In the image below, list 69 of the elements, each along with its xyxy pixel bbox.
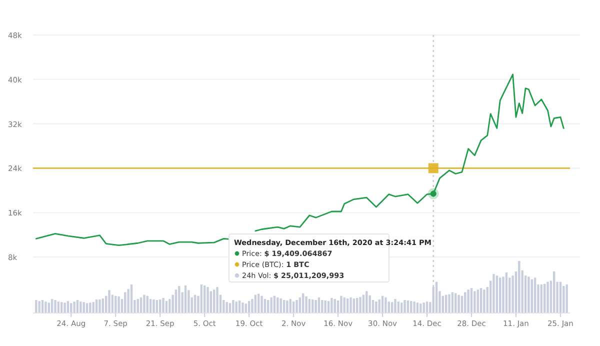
bar <box>321 300 324 313</box>
bar <box>108 290 110 313</box>
bar <box>566 284 568 313</box>
bar <box>366 291 368 313</box>
bar <box>483 290 486 313</box>
bar <box>451 292 454 313</box>
bar <box>210 291 212 313</box>
bar <box>242 302 244 313</box>
bar <box>518 261 520 313</box>
bar <box>502 276 504 313</box>
bar <box>422 302 425 313</box>
bar <box>340 296 342 313</box>
bar <box>260 296 263 313</box>
bar <box>35 300 38 313</box>
bar <box>492 274 495 313</box>
bar <box>302 293 304 313</box>
bar <box>413 302 416 313</box>
bar <box>98 299 101 313</box>
bar <box>394 298 396 313</box>
bar <box>512 276 514 313</box>
bar <box>530 279 533 313</box>
bar <box>505 272 508 313</box>
bar <box>270 297 272 313</box>
bar <box>232 300 234 313</box>
bar <box>280 298 282 313</box>
bar <box>296 300 298 313</box>
bar <box>420 304 422 313</box>
bar <box>464 292 466 313</box>
bar <box>378 299 380 313</box>
bar <box>368 295 371 313</box>
bar <box>314 300 317 313</box>
bar <box>305 296 308 313</box>
bar <box>178 286 180 313</box>
bar <box>498 278 502 313</box>
bar <box>384 297 387 313</box>
bar <box>324 300 326 313</box>
bar <box>143 294 146 313</box>
bar <box>546 282 549 313</box>
bar <box>467 290 470 313</box>
bar <box>330 298 333 313</box>
bar <box>474 291 476 313</box>
bar <box>528 276 530 313</box>
bar <box>162 298 164 313</box>
bar <box>251 298 254 313</box>
bar <box>118 296 120 313</box>
bar <box>448 294 450 313</box>
bar <box>534 278 536 313</box>
bar <box>54 300 56 313</box>
bar <box>458 294 460 313</box>
bar <box>286 300 288 313</box>
bar <box>80 302 82 313</box>
bar <box>73 302 76 313</box>
bar <box>350 297 352 313</box>
bar <box>124 292 126 313</box>
bar <box>206 287 209 313</box>
bar <box>375 302 378 313</box>
bar <box>89 302 92 313</box>
bar <box>404 300 406 313</box>
bar <box>226 302 228 313</box>
bar <box>64 302 66 313</box>
bar <box>359 296 362 313</box>
bar <box>216 287 218 313</box>
bar <box>82 302 85 313</box>
bar <box>276 297 279 313</box>
bar <box>44 302 47 313</box>
bar <box>553 271 556 313</box>
bar <box>152 299 155 313</box>
bar <box>454 293 457 313</box>
bar <box>496 276 498 313</box>
